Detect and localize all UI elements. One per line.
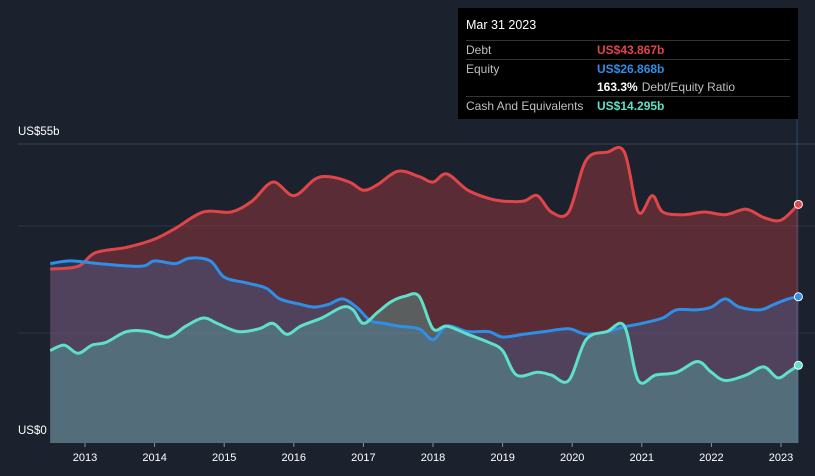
x-tick-label: 2018: [421, 452, 445, 464]
x-tick-label: 2015: [212, 452, 236, 464]
tooltip-cash-value: US$14.295b: [597, 99, 665, 113]
tooltip-debt-label: Debt: [466, 43, 492, 57]
tooltip-ratio-value: 163.3%: [597, 80, 638, 94]
series-end-dots: [793, 199, 803, 370]
cash-and-equivalents-end-dot: [793, 360, 803, 370]
y-axis-max-label: US$55b: [18, 126, 60, 138]
x-tick-label: 2013: [73, 452, 97, 464]
tooltip-cash-row: Cash And Equivalents US$14.295b: [466, 96, 790, 115]
x-tick-label: 2017: [351, 452, 375, 464]
tooltip-ratio-label: Debt/Equity Ratio: [641, 80, 736, 94]
tooltip-equity-row: Equity US$26.868b: [466, 59, 790, 78]
x-tick-label: 2014: [142, 452, 166, 464]
tooltip-equity-label: Equity: [466, 62, 500, 76]
x-tick-label: 2022: [699, 452, 723, 464]
debt-end-dot: [793, 199, 803, 209]
debt-area: [50, 147, 799, 443]
x-tick-label: 2023: [769, 452, 793, 464]
data-tooltip: Mar 31 2023 Debt US$43.867b Equity US$26…: [458, 8, 798, 119]
tooltip-debt-value: US$43.867b: [597, 43, 665, 57]
tooltip-debt-row: Debt US$43.867b: [466, 40, 790, 59]
cash-and-equivalents-line: [49, 292, 800, 385]
tooltip-ratio-row: 163.3% Debt/Equity Ratio: [466, 78, 790, 96]
equity-line: [49, 256, 799, 342]
x-tick-label: 2021: [630, 452, 654, 464]
debt-line: [50, 145, 800, 271]
x-tick-label: 2016: [282, 452, 306, 464]
y-axis-min-label: US$0: [18, 425, 47, 437]
equity-end-dot: [793, 292, 803, 302]
series-lines: [49, 145, 800, 385]
x-axis-ticks: 2013 2014 2015 2016 2017 2018 2019 2020 2021 2022…: [73, 443, 793, 464]
tooltip-equity-value: US$26.868b: [597, 62, 665, 76]
tooltip-date: Mar 31 2023: [466, 18, 537, 32]
tooltip-cash-label: Cash And Equivalents: [466, 99, 584, 113]
x-tick-label: 2019: [490, 452, 514, 464]
series-areas: [50, 147, 799, 443]
x-tick-label: 2020: [560, 452, 584, 464]
equity-area: [50, 257, 799, 443]
